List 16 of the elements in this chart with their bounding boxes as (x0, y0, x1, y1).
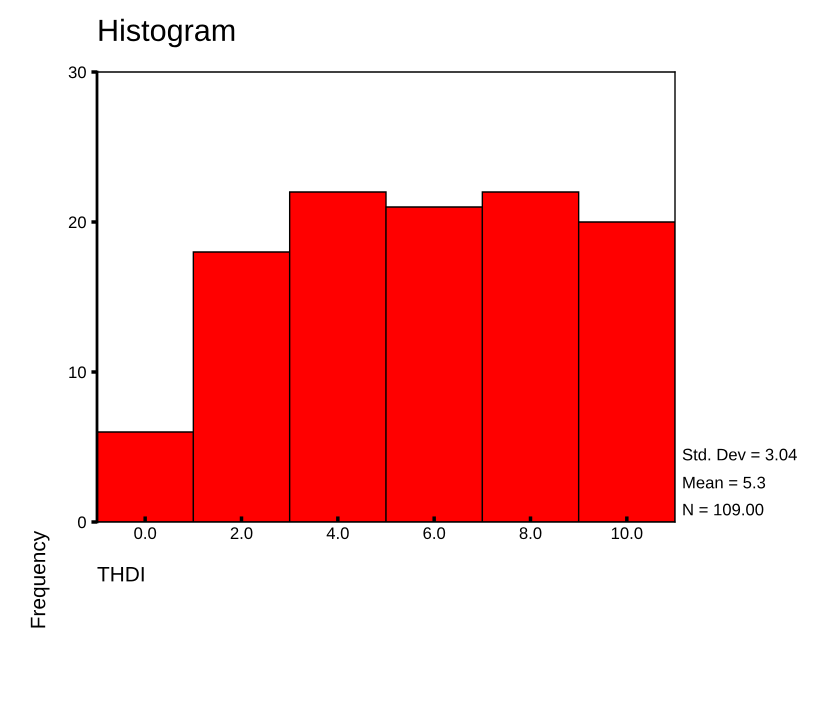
x-tick-label: 2.0 (230, 527, 252, 540)
y-axis-title: Frequency (30, 530, 50, 628)
text: Mean = 5.3 (683, 476, 766, 488)
chart-title: Histogram (100, 18, 234, 48)
y-tick-label: 0 (78, 516, 86, 528)
y-tick-label: 30 (68, 66, 86, 78)
x-tick-label: 4.0 (326, 527, 349, 540)
x-tick-label: 6.0 (423, 527, 446, 540)
text: Std. Dev = 3.04 (682, 448, 797, 460)
x-tick-label: 10.0 (612, 527, 642, 540)
y-tick-label: 10 (69, 366, 86, 378)
x-axis-title: THDI (97, 567, 144, 582)
x-tick-label: 8.0 (520, 527, 542, 540)
y-tick-label: 20 (68, 216, 86, 228)
x-tick-label: 0.0 (134, 527, 156, 540)
text: N = 109.00 (683, 504, 764, 516)
